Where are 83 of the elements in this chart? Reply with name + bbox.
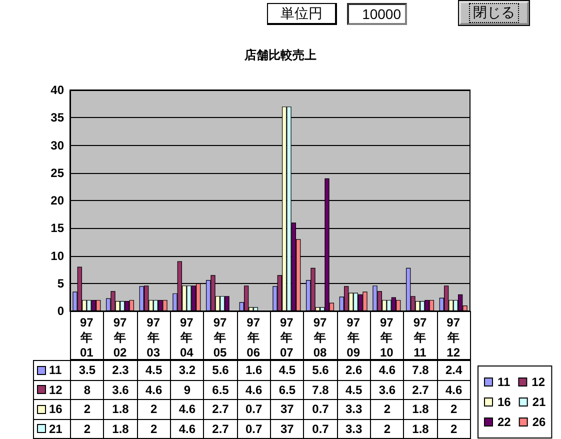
legend-label: 11	[49, 363, 62, 378]
x-tick-label: 97年02	[113, 316, 127, 360]
data-label: 3.6	[370, 380, 404, 400]
legend-label: 22	[498, 415, 512, 429]
data-label: 2.7	[403, 380, 438, 400]
data-label: 2	[370, 399, 404, 420]
data-label: 2	[136, 418, 171, 439]
data-label: 2	[436, 399, 471, 420]
data-label: 6.5	[270, 380, 304, 400]
data-label: 0.7	[303, 418, 338, 439]
data-label: 7.8	[303, 380, 338, 400]
data-label: 0.7	[236, 418, 271, 439]
data-label: 2.3	[103, 360, 138, 380]
data-label: 4.6	[436, 380, 471, 400]
data-label: 1.8	[103, 418, 138, 439]
data-label: 9	[170, 380, 204, 400]
text: 21	[49, 422, 62, 436]
chart-title: 店舗比較売上	[244, 48, 316, 62]
unit-box: 単位円	[267, 3, 337, 25]
legend-label: 16	[49, 402, 62, 416]
data-label: 3.2	[170, 360, 204, 380]
data-label: 2.6	[336, 360, 371, 380]
data-label: 4.6	[236, 380, 271, 400]
y-tick-label: 15	[50, 221, 64, 236]
data-label: 4.5	[270, 360, 304, 380]
x-tick-label: 97年07	[280, 316, 294, 360]
data-label: 6.5	[203, 380, 238, 400]
data-label: 3.3	[336, 418, 371, 439]
x-tick-label: 97年10	[380, 316, 394, 360]
data-label: 37	[270, 399, 304, 420]
data-label: 3.6	[103, 380, 138, 400]
data-label: 5.6	[203, 360, 238, 380]
data-label: 7.8	[403, 360, 438, 380]
data-label: 4.6	[170, 399, 204, 420]
data-label: 2	[70, 418, 104, 439]
text: 16	[498, 395, 511, 409]
y-tick-label: 25	[50, 166, 64, 180]
x-tick-label: 97年12	[446, 316, 460, 360]
data-label: 4.6	[370, 360, 404, 380]
text: 11	[498, 375, 510, 389]
y-tick-label: 35	[50, 110, 64, 125]
data-label: 2.7	[203, 399, 238, 420]
legend-label: 12	[49, 382, 62, 397]
data-label: 4.5	[336, 380, 371, 400]
data-label: 3.3	[336, 399, 371, 420]
data-label: 5.6	[303, 360, 338, 380]
data-label: 1.6	[236, 360, 271, 380]
y-tick-label: 10	[50, 248, 64, 263]
data-label: 2	[136, 399, 171, 420]
data-label: 2.7	[203, 418, 238, 439]
data-label: 2	[436, 418, 471, 439]
data-label: 4.6	[170, 418, 204, 439]
y-tick-label: 30	[50, 138, 64, 152]
close-button: 閉じる	[459, 1, 529, 25]
data-label: 0.7	[303, 399, 338, 420]
text: 12	[532, 375, 546, 389]
y-tick-label: 40	[50, 83, 64, 97]
data-label: 3.5	[70, 360, 104, 380]
legend-label: 26	[532, 415, 546, 429]
y-tick-label: 20	[50, 194, 64, 208]
x-tick-label: 97年11	[413, 316, 427, 360]
data-label: 1.8	[403, 418, 438, 439]
data-label: 2	[70, 399, 104, 420]
y-tick-label: 5	[57, 276, 64, 290]
x-tick-label: 97年05	[213, 316, 227, 360]
x-tick-label: 97年01	[80, 316, 94, 360]
number-field: 10000	[347, 3, 407, 25]
data-label: 2	[370, 418, 404, 439]
legend-label: 21	[532, 395, 546, 409]
data-label: 8	[70, 380, 104, 400]
data-label: 37	[270, 418, 304, 439]
data-label: 0.7	[236, 399, 271, 420]
data-label: 1.8	[103, 399, 138, 420]
x-tick-label: 97年09	[346, 316, 360, 360]
x-tick-label: 97年06	[246, 316, 260, 360]
data-label: 1.8	[403, 399, 438, 420]
data-label: 2.4	[436, 360, 471, 380]
x-tick-label: 97年08	[313, 316, 327, 360]
data-label: 4.5	[136, 360, 171, 380]
data-label: 4.6	[136, 380, 171, 400]
x-tick-label: 97年04	[180, 316, 194, 360]
y-tick-label: 0	[57, 304, 64, 318]
x-tick-label: 97年03	[146, 316, 160, 360]
